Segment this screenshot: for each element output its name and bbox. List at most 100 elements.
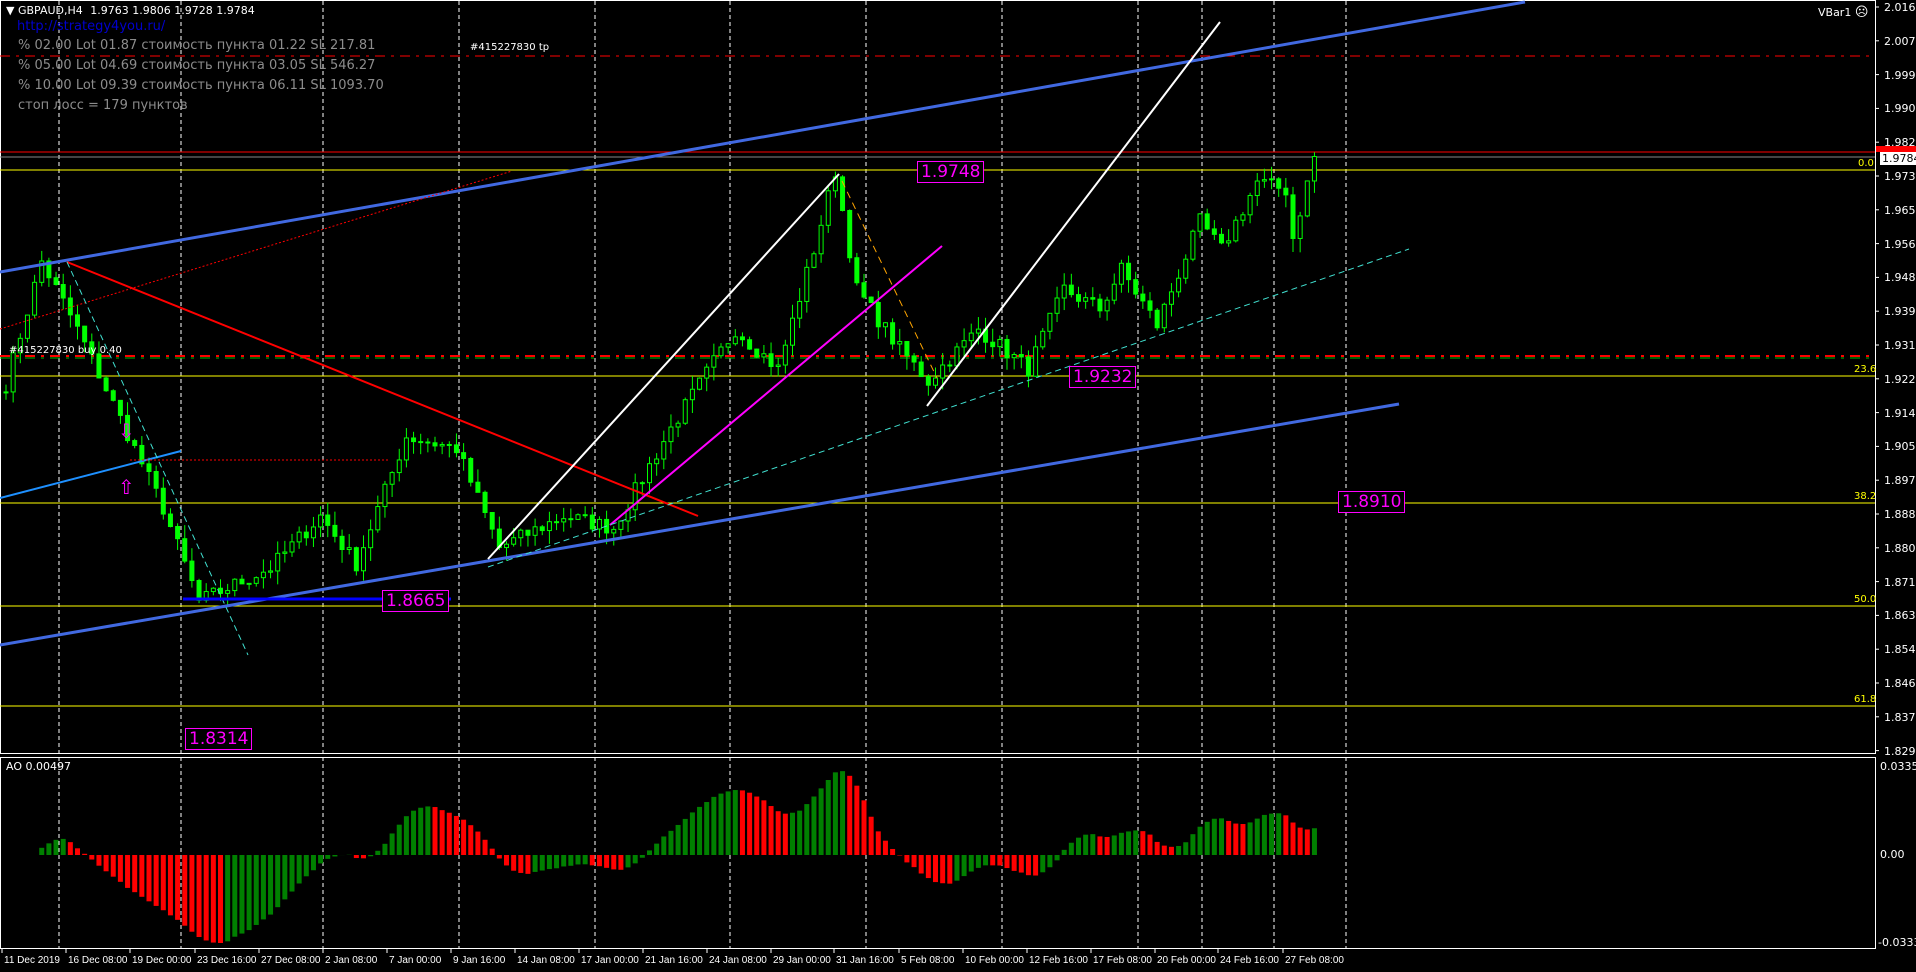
ao-bar (453, 815, 459, 855)
ohlc-values: 1.9763 1.9806 1.9728 1.9784 (90, 4, 255, 17)
candle-body (632, 482, 638, 511)
candle-body (1283, 187, 1289, 196)
ao-bar (189, 855, 195, 932)
ao-bar (160, 855, 166, 911)
candle-body (282, 551, 288, 554)
ao-bar (1104, 836, 1110, 855)
ao-bar (1118, 832, 1124, 855)
ao-bar (375, 850, 381, 855)
ao-bar (132, 855, 138, 893)
candle-body (811, 253, 817, 268)
ao-bar (253, 855, 259, 925)
price-tick: 1.9990 (1884, 68, 1916, 82)
candle-body (768, 353, 774, 368)
candle-body (1197, 213, 1203, 232)
candle-body (1261, 179, 1267, 182)
ao-bar (1283, 815, 1289, 855)
vbar-indicator[interactable]: VBar1 ☹ (1818, 5, 1868, 20)
price-tick: 1.8460 (1884, 677, 1916, 690)
candle-body (260, 571, 266, 579)
ao-bar (596, 855, 602, 867)
candle-body (1226, 240, 1232, 244)
ao-bar (661, 836, 667, 855)
ao-bar (1261, 814, 1267, 855)
candle-body (1219, 233, 1224, 244)
candle-body (318, 514, 324, 528)
ao-bar (725, 791, 731, 855)
candle-body (468, 457, 474, 483)
ao-bar (625, 855, 631, 868)
ao-bar (682, 818, 688, 855)
ao-bar (890, 848, 896, 855)
ao-bar (1226, 820, 1232, 855)
symbol-label: GBPAUD,H4 (17, 4, 83, 17)
ao-bar (525, 855, 531, 874)
candle-body (1090, 297, 1096, 300)
candle-body (754, 348, 760, 358)
candle-body (67, 297, 73, 316)
price-tick: 1.9395 (1884, 305, 1916, 319)
ao-bar (411, 810, 417, 855)
cyan-dashed-line (487, 248, 1410, 568)
ao-bar (403, 816, 409, 855)
ao-bar (332, 855, 338, 857)
candle-body (954, 346, 960, 367)
price-tick: 1.8970 (1884, 474, 1916, 488)
time-tick: 12 Feb 16:00 (1029, 955, 1088, 966)
price-tick: 1.8800 (1884, 541, 1916, 555)
candle-body (618, 520, 624, 530)
stop-loss-text: стоп лосс = 179 пунктов (18, 98, 188, 113)
candle-body (675, 422, 681, 428)
time-tick: 31 Jan 16:00 (836, 955, 894, 966)
ao-bar (475, 831, 481, 855)
ao-bar (461, 819, 467, 855)
collapse-triangle-icon[interactable]: ▼ (6, 4, 15, 17)
time-tick: 9 Jan 16:00 (453, 955, 506, 966)
ao-bar (775, 811, 781, 855)
candle-body (210, 587, 216, 593)
candle-body (246, 582, 252, 585)
price-tick: 1.9310 (1884, 339, 1916, 352)
ao-bar (482, 839, 488, 855)
ao-bar (268, 855, 274, 915)
candle-body (103, 377, 109, 392)
candle-body (339, 535, 345, 551)
candle-body (1304, 180, 1310, 217)
ao-bar (647, 850, 652, 855)
ao-bar (218, 855, 223, 943)
price-tick: 1.9480 (1884, 271, 1916, 285)
candle-body (1140, 293, 1146, 302)
sad-face-icon: ☹ (1854, 5, 1869, 20)
ao-bar (67, 842, 73, 855)
ao-bar (675, 824, 681, 855)
ao-bar (1097, 836, 1103, 855)
strategy-link[interactable]: http://strategy4you.ru/ (17, 19, 166, 34)
price-label-4: 1.8665 (382, 590, 450, 612)
ao-bar (1033, 855, 1039, 876)
ao-tick-top: 0.03358 (1880, 760, 1916, 773)
ao-bar (446, 812, 452, 855)
candle-body (825, 190, 831, 226)
candle-body (1204, 213, 1210, 230)
candle-body (1190, 230, 1196, 260)
price-tick: 1.9140 (1884, 406, 1916, 420)
ao-bar (1240, 824, 1246, 855)
candle-body (525, 529, 531, 536)
ao-bar (861, 800, 867, 855)
time-tick: 20 Feb 00:00 (1157, 955, 1216, 966)
ao-bar (389, 833, 395, 855)
candle-body (861, 282, 867, 298)
ao-bar (53, 839, 59, 855)
ao-bar (747, 792, 753, 855)
candle-body (160, 487, 166, 515)
candle-body (1133, 279, 1139, 295)
ao-bar (689, 812, 695, 855)
candle-body (289, 541, 295, 553)
candle-body (654, 458, 660, 465)
candle-body (1233, 219, 1239, 242)
price-tick: 1.8885 (1884, 508, 1916, 521)
candle-body (1054, 297, 1060, 314)
ao-bar (983, 855, 989, 866)
candle-body (539, 526, 545, 532)
